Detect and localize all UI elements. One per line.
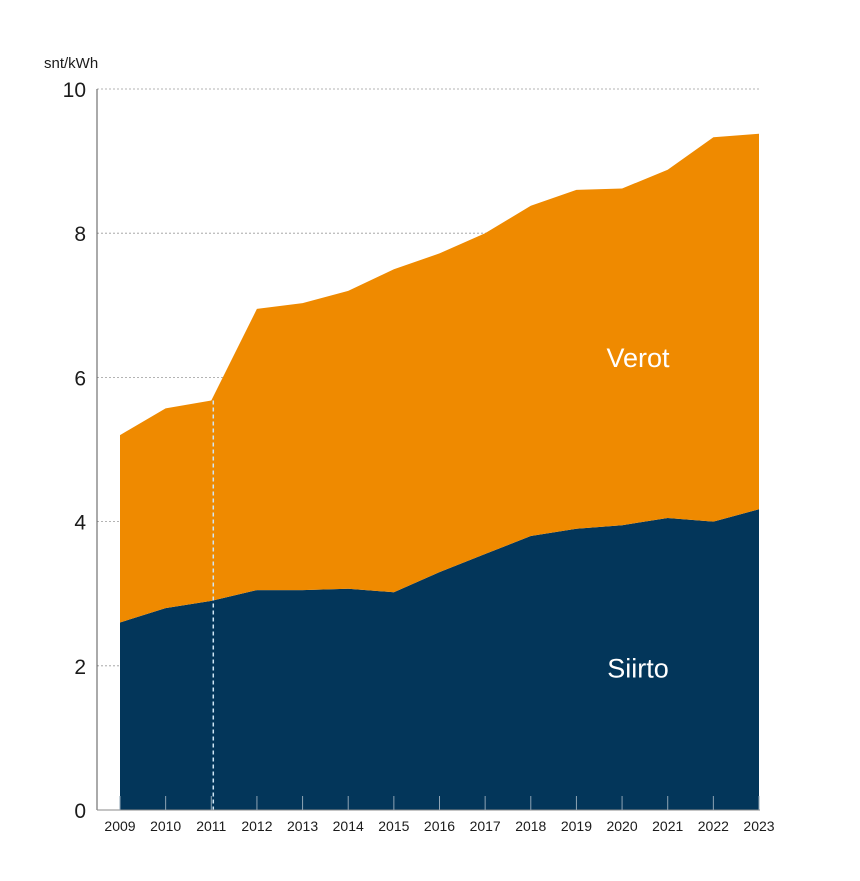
series-label-verot: Verot: [606, 343, 670, 373]
y-tick-label: 8: [74, 223, 86, 246]
x-tick-label: 2012: [241, 818, 272, 834]
x-tick-label: 2020: [606, 818, 637, 834]
area-series: [120, 133, 759, 810]
series-labels: Siirto Verot: [606, 343, 670, 684]
x-tick-label: 2010: [150, 818, 181, 834]
series-label-siirto: Siirto: [607, 654, 669, 684]
x-tick-label: 2016: [424, 818, 455, 834]
x-tick-label: 2021: [652, 818, 683, 834]
x-tick-label: 2011: [196, 818, 226, 834]
x-tick-label: 2013: [287, 818, 318, 834]
x-tick-label: 2018: [515, 818, 546, 834]
x-tick-label: 2014: [333, 818, 364, 834]
y-tick-label: 2: [74, 656, 86, 679]
axes: 0 2 4 6 8 10 2009 2010 2011 2012 2013 2014 2015 2016 2…: [44, 55, 775, 834]
y-tick-label: 0: [74, 800, 86, 823]
y-axis-unit-label: snt/kWh: [44, 55, 98, 72]
area-siirto: [120, 509, 759, 810]
y-tick-label: 10: [63, 79, 86, 102]
x-tick-label: 2023: [743, 818, 774, 834]
y-tick-label: 6: [74, 367, 86, 390]
x-tick-label: 2009: [104, 818, 135, 834]
area-verot: [120, 133, 759, 623]
x-tick-label: 2022: [698, 818, 729, 834]
x-tick-label: 2017: [470, 818, 501, 834]
y-tick-label: 4: [74, 512, 86, 535]
x-tick-label: 2015: [378, 818, 409, 834]
x-tick-label: 2019: [561, 818, 592, 834]
